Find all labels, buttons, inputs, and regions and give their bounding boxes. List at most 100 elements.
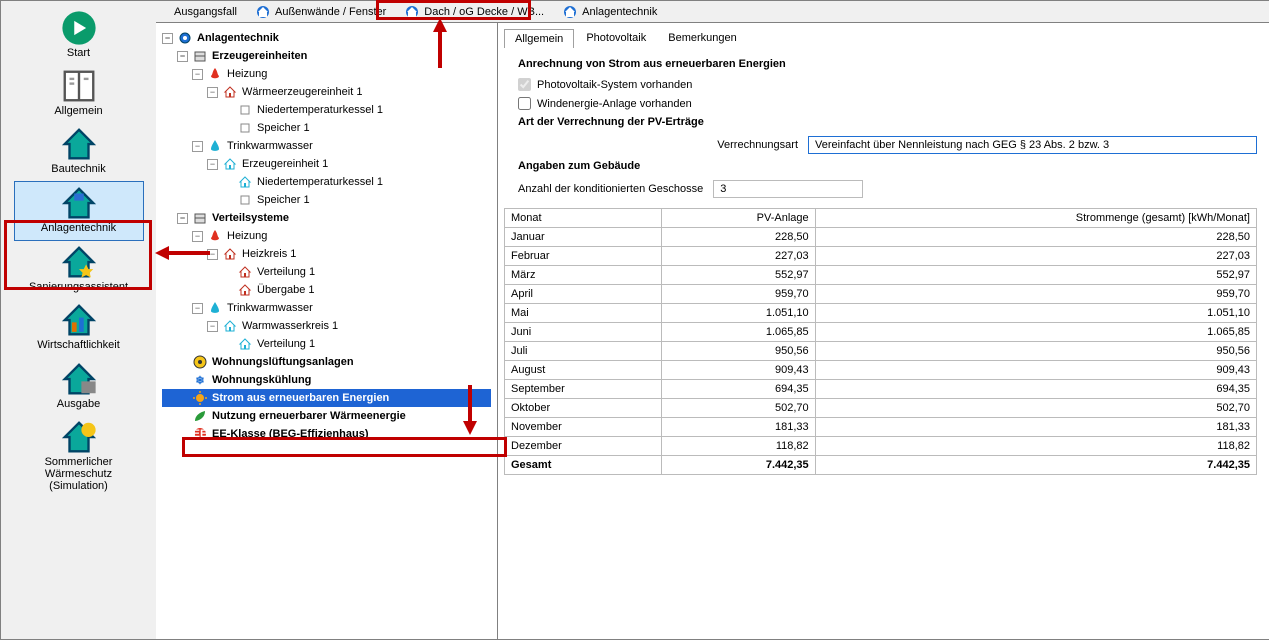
tree-item[interactable]: −Trinkwarmwasser [162, 299, 491, 317]
td-pv: 1.051,10 [662, 304, 815, 323]
box-icon [237, 102, 253, 118]
house-c-icon [222, 156, 238, 172]
td-month: September [505, 380, 662, 399]
tree-item[interactable]: −Anlagentechnik [162, 29, 491, 47]
td-month: November [505, 418, 662, 437]
tree-label: Niedertemperaturkessel 1 [257, 104, 383, 116]
table-row: August909,43909,43 [505, 361, 1257, 380]
sidebar-item-bautechnik[interactable]: Bautechnik [14, 123, 144, 181]
sidebar-item-anlagentechnik[interactable]: Anlagentechnik [14, 181, 144, 241]
tab-label: Dach / oG Decke / WB... [424, 6, 544, 18]
expander-icon[interactable]: − [207, 321, 218, 332]
sidebar-label: Bautechnik [51, 163, 105, 175]
chk-wind[interactable] [518, 97, 531, 110]
sidebar-item-sommerlicher[interactable]: Sommerlicher Wärmeschutz (Simulation) [14, 416, 144, 498]
tree-label: Heizkreis 1 [242, 248, 296, 260]
tree-label: Trinkwarmwasser [227, 140, 313, 152]
expander-icon[interactable]: − [192, 69, 203, 80]
table-row: Oktober502,70502,70 [505, 399, 1257, 418]
tree-item[interactable]: Niedertemperaturkessel 1 [162, 173, 491, 191]
td-pv: 181,33 [662, 418, 815, 437]
tree-item[interactable]: − Erzeugereinheit 1 [162, 155, 491, 173]
tree-label: Verteilung 1 [257, 266, 315, 278]
tree-item[interactable]: −Verteilsysteme [162, 209, 491, 227]
tree-label: Erzeugereinheit 1 [242, 158, 328, 170]
tab-aussenwaende[interactable]: Außenwände / Fenster [247, 2, 394, 22]
expander-icon[interactable]: − [192, 141, 203, 152]
tabbar: Ausgangsfall Außenwände / Fenster Dach / o… [156, 1, 1269, 23]
sidebar-item-sanierungsassistent[interactable]: Sanierungsassistent [14, 241, 144, 299]
tree-item[interactable]: − Trinkwarmwasser [162, 137, 491, 155]
tree-item[interactable]: Strom aus erneuerbaren Energien [162, 389, 491, 407]
tree-label: Speicher 1 [257, 194, 310, 206]
section-title-1: Anrechnung von Strom aus erneuerbaren En… [518, 58, 1257, 70]
tree-item[interactable]: −Heizung [162, 227, 491, 245]
ctab-photovoltaik[interactable]: Photovoltaik [576, 29, 656, 48]
main: Ausgangsfall Außenwände / Fenster Dach / o… [156, 1, 1269, 639]
tree-item[interactable]: − Wärmeerzeugereinheit 1 [162, 83, 491, 101]
expander-icon[interactable]: − [192, 303, 203, 314]
snow-icon: ❄ [192, 372, 208, 388]
tree-item[interactable]: Speicher 1 [162, 119, 491, 137]
td-total: 909,43 [815, 361, 1256, 380]
expander-icon[interactable]: − [207, 87, 218, 98]
tree-label: Speicher 1 [257, 122, 310, 134]
sidebar-item-ausgabe[interactable]: Ausgabe [14, 358, 144, 416]
chk-wind-label: Windenergie-Anlage vorhanden [537, 98, 692, 110]
td: Gesamt [505, 456, 662, 475]
tree-label: Strom aus erneuerbaren Energien [212, 392, 389, 404]
sidebar-label: Allgemein [54, 105, 102, 117]
sidebar-label: Anlagentechnik [41, 222, 116, 234]
cube-icon [192, 48, 208, 64]
tree-item[interactable]: Verteilung 1 [162, 263, 491, 281]
tree-item[interactable]: Verteilung 1 [162, 335, 491, 353]
expander-icon[interactable]: − [207, 159, 218, 170]
tree-item[interactable]: −Erzeugereinheiten [162, 47, 491, 65]
house-c-icon [237, 336, 253, 352]
tree-label: Heizung [227, 68, 267, 80]
tree-item[interactable]: −Warmwasserkreis 1 [162, 317, 491, 335]
tree-label: Wärmeerzeugereinheit 1 [242, 86, 362, 98]
tree-item[interactable]: Niedertemperaturkessel 1 [162, 101, 491, 119]
td-month: Februar [505, 247, 662, 266]
expander-icon[interactable]: − [177, 51, 188, 62]
expander-icon[interactable]: − [177, 213, 188, 224]
allgemein-icon [59, 67, 99, 105]
verrechnungsart-select[interactable]: Vereinfacht über Nennleistung nach GEG §… [808, 136, 1257, 154]
td-month: Mai [505, 304, 662, 323]
tree-item[interactable]: − Heizkreis 1 [162, 245, 491, 263]
table-row: März552,97552,97 [505, 266, 1257, 285]
sanierungsassistent-icon [59, 243, 99, 281]
sidebar-item-wirtschaftlichkeit[interactable]: Wirtschaftlichkeit [14, 299, 144, 357]
tree-label: Wohnungskühlung [212, 374, 311, 386]
tree-item[interactable]: Übergabe 1 [162, 281, 491, 299]
flame-icon [207, 228, 223, 244]
expander-icon[interactable]: − [162, 33, 173, 44]
tree-item[interactable]: Nutzung erneuerbarer Wärmeenergie [162, 407, 491, 425]
td-total: 950,56 [815, 342, 1256, 361]
ctab-bemerkungen[interactable]: Bemerkungen [658, 29, 747, 48]
tree-item[interactable]: EEEE-Klasse (BEG-Effizienhaus) [162, 425, 491, 443]
tree-label: Wohnungslüftungsanlagen [212, 356, 354, 368]
td-month: Oktober [505, 399, 662, 418]
td-month: März [505, 266, 662, 285]
geschosse-input[interactable]: 3 [713, 180, 863, 198]
tab-ausgangsfall[interactable]: Ausgangsfall [166, 2, 245, 22]
tab-dach[interactable]: Dach / oG Decke / WB... [396, 2, 552, 22]
svg-text:❄: ❄ [195, 375, 204, 387]
tree-item[interactable]: ❄ Wohnungskühlung [162, 371, 491, 389]
tab-anlagentechnik[interactable]: Anlagentechnik [554, 2, 665, 22]
sidebar: Start Allgemein Bautechnik Anlagentechnik Sa… [1, 1, 156, 639]
tree-item[interactable]: Wohnungslüftungsanlagen [162, 353, 491, 371]
expander-icon[interactable]: − [192, 231, 203, 242]
sidebar-item-start[interactable]: Start [14, 7, 144, 65]
sidebar-item-allgemein[interactable]: Allgemein [14, 65, 144, 123]
ctab-allgemein[interactable]: Allgemein [504, 29, 574, 48]
sidebar-label: Start [67, 47, 90, 59]
chk-pv[interactable] [518, 78, 531, 91]
table-row: Februar227,03227,03 [505, 247, 1257, 266]
expander-icon[interactable]: − [207, 249, 218, 260]
tree-item[interactable]: Speicher 1 [162, 191, 491, 209]
tab-label: Ausgangsfall [174, 6, 237, 18]
tree-item[interactable]: − Heizung [162, 65, 491, 83]
